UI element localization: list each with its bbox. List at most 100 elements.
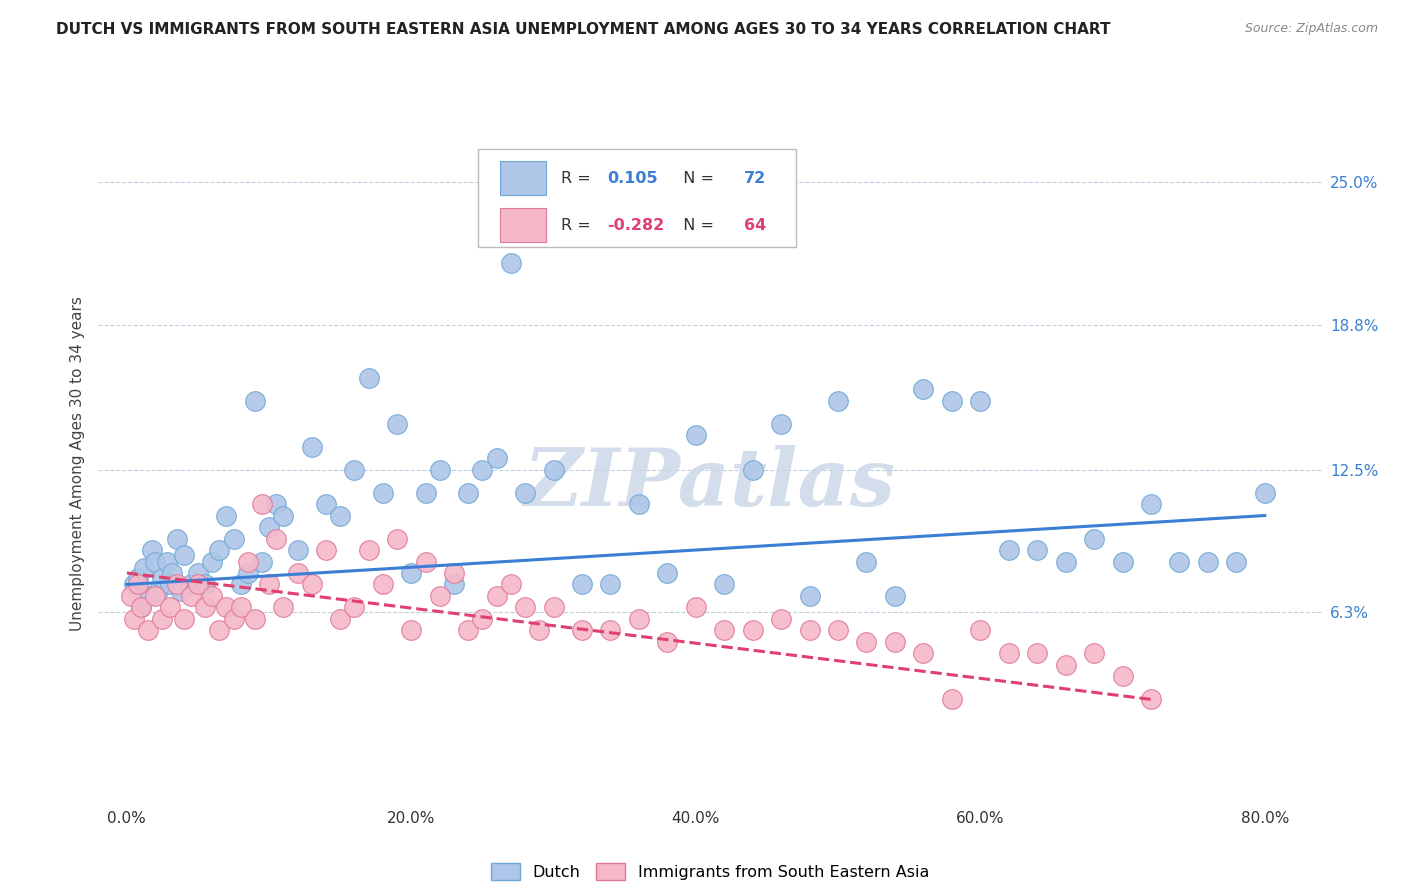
Point bbox=[1225, 554, 1247, 568]
Point bbox=[457, 485, 479, 500]
Point bbox=[194, 600, 217, 615]
Point bbox=[855, 635, 877, 649]
Point bbox=[229, 600, 252, 615]
Legend: Dutch, Immigrants from South Eastern Asia: Dutch, Immigrants from South Eastern Asi… bbox=[485, 857, 935, 887]
Point bbox=[471, 462, 494, 476]
Point bbox=[236, 566, 259, 580]
Point bbox=[529, 624, 551, 638]
Point bbox=[513, 600, 536, 615]
Point bbox=[315, 497, 337, 511]
Point bbox=[685, 428, 707, 442]
Point bbox=[129, 600, 152, 615]
Point bbox=[543, 462, 565, 476]
Point bbox=[343, 600, 366, 615]
Point bbox=[143, 589, 166, 603]
Point bbox=[136, 624, 159, 638]
Point bbox=[329, 508, 352, 523]
Point bbox=[713, 577, 735, 591]
Point bbox=[120, 589, 142, 603]
Point bbox=[194, 577, 217, 591]
Text: Source: ZipAtlas.com: Source: ZipAtlas.com bbox=[1244, 22, 1378, 36]
Point bbox=[599, 624, 621, 638]
Point bbox=[499, 256, 522, 270]
Point bbox=[1254, 485, 1277, 500]
Text: DUTCH VS IMMIGRANTS FROM SOUTH EASTERN ASIA UNEMPLOYMENT AMONG AGES 30 TO 34 YEA: DUTCH VS IMMIGRANTS FROM SOUTH EASTERN A… bbox=[56, 22, 1111, 37]
Point bbox=[201, 589, 224, 603]
Point bbox=[287, 543, 309, 558]
Point bbox=[173, 612, 195, 626]
Point bbox=[543, 600, 565, 615]
Text: 64: 64 bbox=[744, 218, 766, 233]
Text: R =: R = bbox=[561, 218, 596, 233]
Point bbox=[371, 485, 394, 500]
Point bbox=[156, 554, 179, 568]
Text: -0.282: -0.282 bbox=[607, 218, 665, 233]
Point bbox=[741, 624, 763, 638]
Point bbox=[159, 600, 181, 615]
Point bbox=[741, 462, 763, 476]
Text: N =: N = bbox=[673, 170, 720, 186]
Point bbox=[457, 624, 479, 638]
Point bbox=[912, 647, 935, 661]
Point bbox=[329, 612, 352, 626]
Point bbox=[215, 508, 238, 523]
Point bbox=[443, 566, 465, 580]
Text: 72: 72 bbox=[744, 170, 766, 186]
FancyBboxPatch shape bbox=[499, 209, 546, 243]
Point bbox=[187, 577, 209, 591]
Point bbox=[264, 532, 287, 546]
Point bbox=[208, 624, 231, 638]
Point bbox=[141, 543, 163, 558]
Point bbox=[485, 451, 508, 466]
Point bbox=[162, 566, 184, 580]
Point bbox=[222, 612, 245, 626]
Text: R =: R = bbox=[561, 170, 596, 186]
Point bbox=[799, 589, 821, 603]
Point bbox=[997, 543, 1019, 558]
Point bbox=[912, 382, 935, 396]
Point bbox=[485, 589, 508, 603]
Point bbox=[1140, 497, 1163, 511]
Point bbox=[685, 600, 707, 615]
Point bbox=[208, 543, 231, 558]
Point bbox=[250, 497, 273, 511]
Point bbox=[129, 600, 152, 615]
Point bbox=[1026, 543, 1049, 558]
Point bbox=[222, 532, 245, 546]
Point bbox=[201, 554, 224, 568]
Point bbox=[166, 577, 188, 591]
Point bbox=[884, 635, 907, 649]
Point bbox=[236, 554, 259, 568]
Point bbox=[627, 497, 650, 511]
Point bbox=[301, 577, 323, 591]
Point bbox=[257, 520, 280, 534]
Point bbox=[136, 589, 159, 603]
Point bbox=[941, 692, 963, 706]
Point bbox=[127, 577, 149, 591]
Point bbox=[1168, 554, 1191, 568]
Point bbox=[315, 543, 337, 558]
Point bbox=[657, 635, 679, 649]
Point bbox=[571, 577, 593, 591]
Point bbox=[180, 577, 202, 591]
Text: N =: N = bbox=[673, 218, 720, 233]
Point bbox=[1026, 647, 1049, 661]
Point bbox=[415, 485, 437, 500]
Point bbox=[884, 589, 907, 603]
Point bbox=[401, 566, 423, 580]
Point bbox=[187, 566, 209, 580]
Point bbox=[599, 577, 621, 591]
Point bbox=[1054, 657, 1077, 672]
Point bbox=[827, 624, 849, 638]
FancyBboxPatch shape bbox=[499, 161, 546, 195]
Point bbox=[1140, 692, 1163, 706]
Point bbox=[159, 577, 181, 591]
Point bbox=[180, 589, 202, 603]
Point bbox=[627, 612, 650, 626]
Point bbox=[385, 532, 408, 546]
Point bbox=[1111, 669, 1133, 683]
Point bbox=[122, 612, 145, 626]
Point bbox=[941, 393, 963, 408]
Point bbox=[429, 589, 451, 603]
Point bbox=[264, 497, 287, 511]
